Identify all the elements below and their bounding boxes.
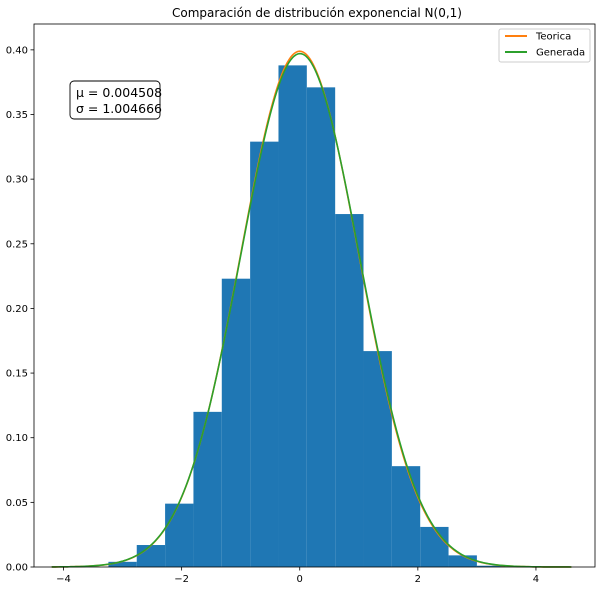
histogram-bar xyxy=(278,65,307,567)
y-tick-label: 0.20 xyxy=(6,304,28,315)
x-tick-label: 2 xyxy=(415,574,421,585)
histogram-bar xyxy=(448,555,477,567)
x-axis: −4 −2 0 2 4 xyxy=(56,567,539,585)
histogram-bar xyxy=(165,503,194,567)
x-tick-label: −2 xyxy=(174,574,189,585)
histogram-bars xyxy=(108,65,506,568)
y-tick-label: 0.10 xyxy=(6,433,28,444)
curve-generada xyxy=(51,52,572,568)
histogram-bar xyxy=(221,278,251,567)
y-tick-label: 0.15 xyxy=(6,369,28,380)
legend-label-teorica: Teorica xyxy=(535,32,571,43)
histogram-bar xyxy=(250,141,279,567)
histogram-bar xyxy=(420,526,449,567)
stats-mu-label: μ = 0.004508 xyxy=(76,85,162,100)
y-tick-label: 0.30 xyxy=(6,175,28,186)
y-tick-label: 0.00 xyxy=(6,563,28,574)
histogram-bar xyxy=(136,545,166,567)
density-curves xyxy=(51,50,572,568)
legend-label-generada: Generada xyxy=(536,48,585,59)
y-tick-label: 0.25 xyxy=(6,239,28,250)
histogram-bar xyxy=(306,87,336,567)
histogram-bar xyxy=(108,561,137,567)
x-tick-label: 4 xyxy=(533,574,539,585)
chart-title: Comparación de distribución exponencial … xyxy=(172,6,462,20)
legend-frame xyxy=(498,28,591,63)
x-tick-label: 0 xyxy=(297,574,303,585)
stats-box-frame xyxy=(69,80,161,120)
histogram-bar xyxy=(335,214,364,568)
y-tick-label: 0.05 xyxy=(6,498,28,509)
y-tick-label: 0.40 xyxy=(6,45,28,56)
stats-sigma-label: σ = 1.004666 xyxy=(76,101,162,116)
histogram-bar xyxy=(476,565,506,567)
histogram-bar xyxy=(363,351,392,567)
stats-annotation-box: μ = 0.004508 σ = 1.004666 xyxy=(69,80,162,120)
y-axis: 0.00 0.05 0.10 0.15 0.20 0.25 0.30 0.35 0.40 xyxy=(6,45,34,574)
histogram-bar xyxy=(193,411,222,567)
y-tick-label: 0.35 xyxy=(6,110,28,121)
x-tick-label: −4 xyxy=(56,574,71,585)
histogram-bar xyxy=(391,466,421,567)
plot-frame xyxy=(33,23,596,568)
legend: Teorica Generada xyxy=(498,28,591,63)
